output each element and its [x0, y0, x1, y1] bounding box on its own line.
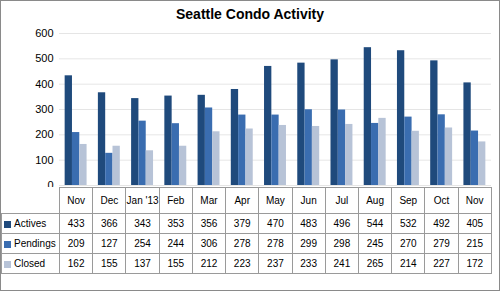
html-text:214: 214 [400, 258, 417, 269]
svg-text:0: 0 [47, 179, 53, 187]
html-text:212: 212 [200, 258, 218, 269]
html-text:Jul: Jul [335, 195, 349, 206]
html-text:Nov: Nov [67, 195, 85, 206]
html-text:244: 244 [167, 238, 185, 249]
html-text:270: 270 [400, 238, 417, 249]
html-text:254: 254 [134, 238, 151, 249]
html-text:492: 492 [433, 218, 450, 229]
html-text:265: 265 [366, 258, 384, 269]
html-text:Nov: Nov [465, 195, 484, 206]
html-text:306: 306 [200, 238, 218, 249]
html-text:278: 278 [267, 238, 284, 249]
html-text:278: 278 [233, 238, 251, 249]
html-text:127: 127 [101, 238, 118, 249]
html-text:379: 379 [233, 218, 251, 229]
html-text:162: 162 [67, 258, 85, 269]
html-text:Actives: Actives [14, 218, 47, 229]
html-text:298: 298 [333, 238, 351, 249]
svg-text:200: 200 [35, 128, 53, 140]
html-text:Pendings: Pendings [14, 238, 56, 249]
html-text:Sep: Sep [399, 195, 418, 206]
svg-text:400: 400 [35, 78, 53, 90]
html-text:470: 470 [267, 218, 284, 229]
html-text:215: 215 [466, 238, 484, 249]
svg-text:300: 300 [35, 103, 53, 115]
html-text:Dec: Dec [100, 195, 119, 206]
html-text:299: 299 [300, 238, 317, 249]
html-text:Seattle Condo Activity: Seattle Condo Activity [176, 6, 324, 22]
html-text:343: 343 [134, 218, 151, 229]
html-text:Feb: Feb [167, 195, 185, 206]
html-text:Jan '13: Jan '13 [126, 195, 159, 206]
html-text:496: 496 [333, 218, 351, 229]
html-text:544: 544 [366, 218, 384, 229]
html-text:245: 245 [366, 238, 384, 249]
html-text:155: 155 [101, 258, 118, 269]
html-text:241: 241 [333, 258, 351, 269]
html-text:227: 227 [433, 258, 450, 269]
html-text:Mar: Mar [200, 195, 218, 206]
html-text:366: 366 [101, 218, 118, 229]
html-text:279: 279 [433, 238, 450, 249]
html-text:172: 172 [466, 258, 484, 269]
html-text:209: 209 [67, 238, 85, 249]
svg-text:600: 600 [35, 27, 53, 39]
html-text:405: 405 [466, 218, 484, 229]
html-text:May: May [266, 195, 285, 206]
html-text:Oct: Oct [433, 195, 450, 206]
html-text:223: 223 [233, 258, 251, 269]
html-text:483: 483 [300, 218, 317, 229]
html-text:353: 353 [167, 218, 185, 229]
html-text:Jun: Jun [300, 195, 317, 206]
html-text:137: 137 [134, 258, 151, 269]
html-text:237: 237 [267, 258, 284, 269]
svg-text:100: 100 [35, 154, 53, 166]
html-text:Apr: Apr [234, 195, 250, 206]
html-text:Closed: Closed [14, 258, 46, 269]
html-text:155: 155 [167, 258, 185, 269]
html-text:Aug: Aug [366, 195, 384, 206]
html-text:356: 356 [200, 218, 218, 229]
svg-text:500: 500 [35, 52, 53, 64]
html-text:433: 433 [67, 218, 85, 229]
html-text:233: 233 [300, 258, 317, 269]
html-text:532: 532 [400, 218, 417, 229]
